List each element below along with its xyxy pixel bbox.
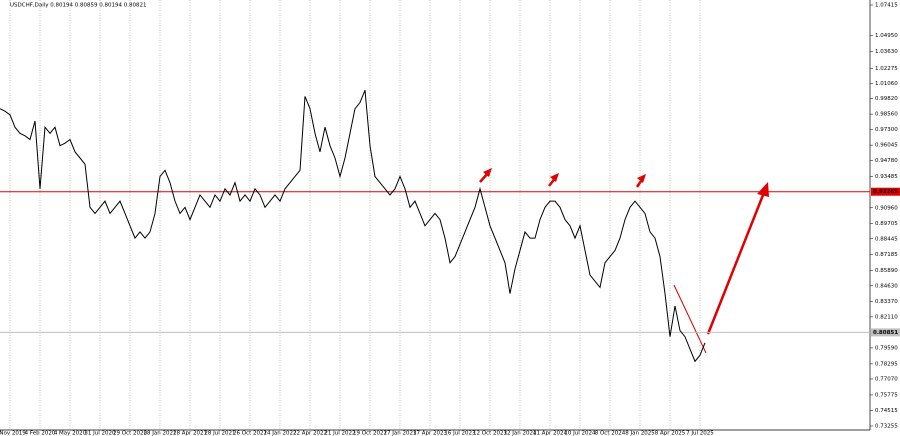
- forecast-arrow: [706, 189, 767, 335]
- x-tick-label: 8 Oct 2024: [595, 431, 626, 436]
- x-tick-label: 28 Apr 2021: [173, 431, 207, 436]
- x-tick-label: 12 Jan 2024: [504, 431, 537, 436]
- trend-line: [673, 284, 707, 354]
- y-tick-label: 0.78295: [875, 361, 898, 367]
- price-line: [0, 90, 706, 363]
- y-tick-label: 0.83370: [875, 299, 898, 305]
- y-tick-label: 0.96045: [875, 143, 898, 149]
- y-tick-label: 0.97300: [875, 127, 898, 133]
- x-tick-label: 4 May 2020: [54, 431, 87, 436]
- x-tick-label: 28 Jul 2021: [204, 431, 235, 436]
- y-tick-label: 1.07415: [875, 2, 898, 8]
- x-tick-label: 31 Jul 2020: [84, 431, 116, 436]
- y-tick-label: 0.87185: [875, 252, 898, 258]
- y-tick-label: 0.93485: [875, 174, 898, 180]
- price-level-box: [871, 187, 900, 196]
- x-tick-label: 17 Apr 2023: [413, 431, 448, 436]
- x-tick-label: 11 Apr 2024: [533, 431, 568, 436]
- x-tick-label: 4 Feb 2020: [25, 431, 56, 436]
- y-tick-label: 0.82110: [875, 314, 898, 320]
- x-tick-label: 8 Apr 2025: [655, 431, 686, 436]
- arrow-head: [550, 173, 559, 182]
- y-tick-label: 0.85890: [875, 268, 898, 274]
- y-tick-label: 0.98560: [875, 112, 898, 118]
- x-tick-label: 17 Jan 2023: [384, 431, 417, 436]
- y-tick-label: 1.01060: [875, 81, 898, 87]
- y-tick-label: 0.84630: [875, 283, 898, 289]
- y-tick-label: 0.73255: [875, 423, 898, 429]
- x-tick-label: 10 Jul 2024: [564, 431, 596, 436]
- chart-title: USDCHF,Daily 0.80194 0.80859 0.80194 0.8…: [10, 3, 147, 9]
- x-tick-label: 19 Oct 2022: [353, 431, 387, 436]
- price-level-label: 0.80851: [873, 330, 898, 336]
- x-tick-label: 8 Jan 2025: [625, 431, 655, 436]
- x-tick-label: 24 Jan 2022: [264, 431, 297, 436]
- x-tick-label: 26 Oct 2021: [233, 431, 267, 436]
- x-tick-label: 16 Jul 2023: [444, 431, 476, 436]
- y-tick-label: 1.04950: [875, 33, 898, 39]
- x-tick-label: 8 Nov 2019: [0, 431, 26, 436]
- x-tick-label: 22 Apr 2022: [293, 431, 327, 436]
- y-tick-label: 0.79590: [875, 345, 898, 351]
- y-tick-label: 0.77070: [875, 376, 898, 382]
- y-tick-label: 1.02275: [875, 66, 898, 72]
- y-tick-label: 0.94780: [875, 158, 898, 164]
- x-tick-label: 21 Jul 2022: [324, 431, 355, 436]
- y-tick-label: 1.03630: [875, 49, 898, 55]
- x-tick-label: 12 Oct 2023: [473, 431, 508, 436]
- arrow-head: [757, 182, 769, 197]
- price-level-box: [871, 328, 900, 337]
- x-tick-label: 28 Jan 2021: [144, 431, 177, 436]
- y-tick-label: 0.89705: [875, 221, 898, 227]
- price-level-label: 0.92265: [873, 189, 898, 195]
- x-tick-label: 7 Jul 2025: [686, 431, 714, 436]
- y-tick-label: 0.75775: [875, 392, 898, 398]
- y-tick-label: 0.90960: [875, 205, 898, 211]
- y-tick-label: 0.99820: [875, 96, 898, 102]
- y-tick-label: 0.88445: [875, 236, 898, 242]
- annotations: [479, 168, 769, 354]
- y-tick-label: 0.74515: [875, 408, 898, 414]
- x-tick-label: 29 Oct 2020: [113, 431, 148, 436]
- arrow-head: [637, 174, 646, 183]
